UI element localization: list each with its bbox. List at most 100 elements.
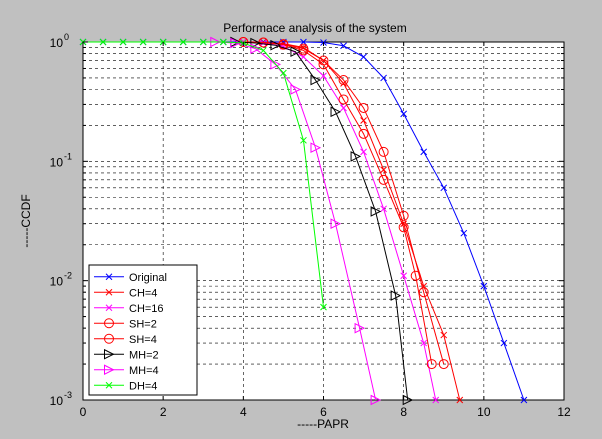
y-axis-label: -----CCDF (19, 194, 33, 247)
marker-x (360, 53, 367, 61)
marker-x (320, 72, 327, 80)
marker-circle (318, 59, 329, 70)
y-tick-exponent: 0 (64, 32, 69, 42)
marker-x (99, 38, 107, 46)
marker-circle (338, 75, 349, 86)
legend-label: DH=4 (129, 380, 157, 392)
legend-label: CH=4 (129, 287, 157, 299)
legend-entry: DH=4 (94, 380, 157, 392)
legend-label: MH=2 (129, 349, 159, 361)
legend-label: MH=4 (129, 365, 159, 377)
marker-circle (426, 359, 437, 370)
legend-entry: MH=4 (94, 364, 159, 377)
y-tick-label: 10 -2 (50, 271, 72, 289)
legend-label: Original (129, 272, 167, 284)
legend-entry: CH=16 (94, 303, 164, 315)
marker-circle (378, 146, 389, 157)
marker-triangle (370, 206, 382, 217)
legend-label: CH=16 (129, 303, 164, 315)
marker-x (260, 47, 267, 54)
marker-x (432, 396, 440, 404)
marker-circle (378, 174, 389, 185)
marker-x (105, 381, 113, 389)
axis-ticks (82, 41, 565, 401)
y-tick-label: 10 -3 (50, 390, 72, 408)
legend-label: SH=2 (129, 318, 157, 330)
marker-x (340, 104, 347, 112)
marker-x (360, 117, 367, 124)
marker-x (139, 38, 147, 46)
series-8 (79, 38, 327, 311)
marker-x (520, 396, 528, 404)
y-tick-label: 10 -1 (50, 151, 72, 169)
x-tick-label: 2 (160, 405, 167, 419)
series-layer (79, 36, 528, 406)
y-tick-base: 10 (50, 155, 64, 169)
marker-triangle (310, 74, 322, 86)
marker-x (199, 38, 207, 46)
legend-entry: MH=2 (94, 348, 159, 361)
marker-circle (398, 222, 409, 233)
marker-x (340, 80, 347, 87)
series-6 (230, 36, 414, 406)
marker-circle (410, 270, 421, 281)
series-line (235, 41, 409, 401)
legend-entry: SH=4 (94, 333, 157, 346)
marker-x (456, 396, 464, 404)
marker-x (420, 339, 428, 347)
x-tick-label: 10 (477, 405, 491, 419)
marker-triangle (310, 142, 322, 154)
marker-triangle (354, 322, 366, 334)
marker-x (440, 184, 448, 192)
x-tick-label: 8 (400, 405, 407, 419)
marker-triangle (250, 37, 261, 49)
marker-x (380, 74, 387, 82)
marker-x (480, 282, 488, 290)
marker-x (320, 303, 327, 311)
legend-entry: CH=4 (94, 287, 157, 299)
marker-x (440, 331, 448, 339)
chart-title: Performace analysis of the system (223, 21, 406, 35)
marker-circle (104, 318, 114, 329)
marker-x (500, 339, 508, 347)
x-tick-labels: 0 2 4 6 8 10 12 (80, 405, 571, 419)
x-tick-label: 6 (320, 405, 327, 419)
marker-triangle (390, 290, 402, 301)
marker-circle (358, 128, 369, 139)
marker-x (420, 148, 428, 156)
legend: Original CH=4 CH=16 SH=2 SH=4 MH=2 MH=4 DH=4 (88, 264, 198, 396)
marker-triangle (350, 151, 362, 162)
marker-x (280, 69, 287, 77)
legend-entry: Original (94, 272, 167, 284)
marker-circle (298, 45, 309, 56)
marker-triangle (290, 84, 302, 95)
marker-x (340, 42, 347, 50)
y-tick-base: 10 (50, 394, 64, 408)
y-tick-base: 10 (50, 36, 64, 50)
marker-triangle (330, 106, 342, 118)
marker-triangle (230, 37, 241, 49)
legend-entry: SH=2 (94, 318, 157, 330)
marker-x (105, 288, 113, 296)
x-tick-label: 0 (80, 405, 87, 419)
x-tick-label: 4 (240, 405, 247, 419)
marker-x (380, 166, 387, 174)
y-tick-label: 10 0 (50, 32, 69, 50)
marker-circle (338, 94, 349, 105)
marker-x (219, 38, 227, 46)
marker-x (300, 38, 307, 46)
x-axis-label: -----PAPR (297, 417, 349, 431)
marker-triangle (330, 218, 342, 230)
marker-x (400, 272, 408, 280)
y-tick-base: 10 (50, 275, 64, 289)
marker-x (119, 38, 127, 46)
marker-triangle (104, 348, 115, 360)
marker-circle (104, 333, 114, 344)
marker-x (460, 229, 468, 237)
marker-x (179, 38, 187, 46)
marker-circle (358, 102, 369, 113)
marker-triangle (290, 46, 302, 57)
y-tick-exponent: -2 (64, 271, 72, 281)
